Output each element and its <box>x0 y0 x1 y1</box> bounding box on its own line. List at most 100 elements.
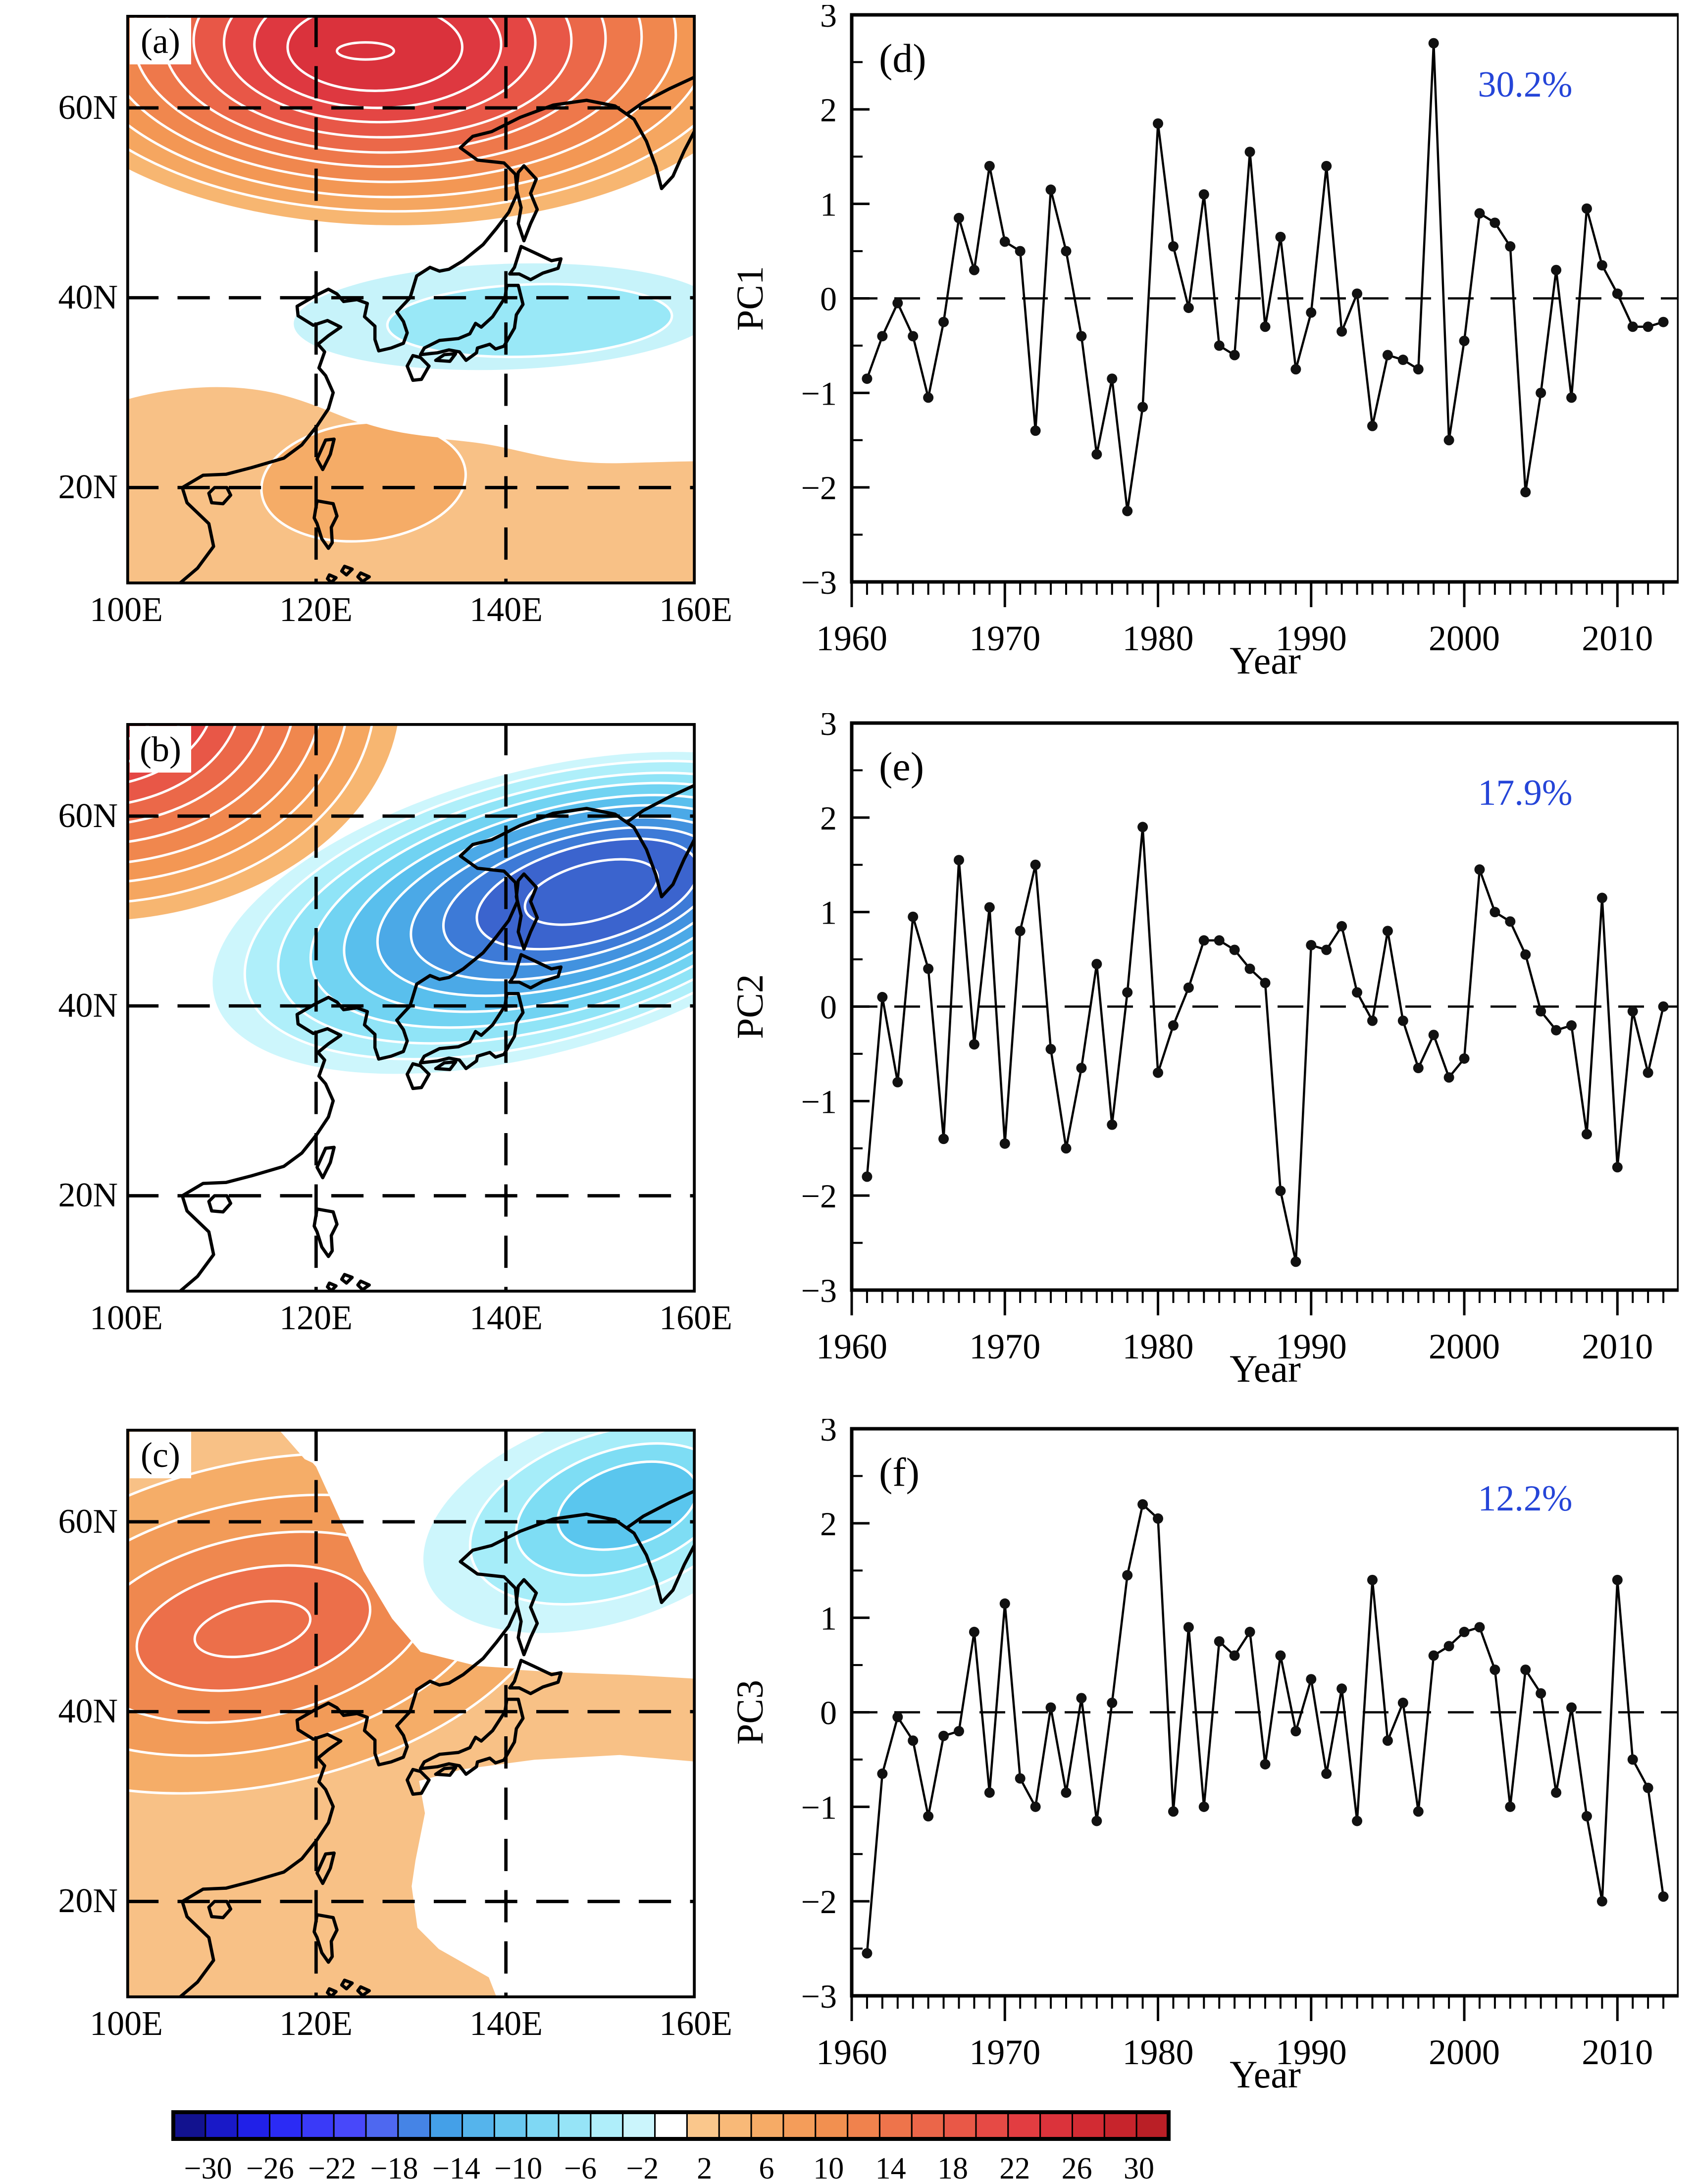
data-point <box>1413 1063 1424 1074</box>
timeseries-panel-d: 3 2 1 0 −1 −2 −3 1960 1970 1980 1990 2000 2010 (d) 30.… <box>729 5 1679 682</box>
colorbar-label: −2 <box>626 2152 659 2184</box>
lat-label-20n-b: 20N <box>58 1176 118 1214</box>
data-point <box>1229 350 1240 361</box>
y-tick-label: 0 <box>820 988 837 1026</box>
data-point <box>1474 208 1485 219</box>
data-point <box>1306 307 1317 318</box>
colorbar-cell <box>493 2111 527 2140</box>
data-point <box>1581 1811 1592 1821</box>
colorbar-label: −18 <box>370 2152 418 2184</box>
data-point <box>1581 203 1592 214</box>
timeseries-panel-f: 3 2 1 0 −1 −2 −3 1960 1970 1980 1990 2000 2010 (f) 12.… <box>729 1419 1679 2096</box>
data-point <box>877 331 888 342</box>
data-point <box>1198 935 1209 946</box>
data-point <box>984 902 995 913</box>
y-tick-label: −3 <box>801 1272 837 1309</box>
data-point <box>1229 944 1240 955</box>
x-tick-label: 1970 <box>969 1327 1040 1366</box>
lon-label-140e-a: 140E <box>469 591 543 629</box>
data-point <box>1045 184 1056 195</box>
x-axis-title: Year <box>1230 2053 1301 2096</box>
data-point <box>1490 1664 1500 1675</box>
data-point <box>1015 1773 1026 1784</box>
plot-frame <box>850 13 1679 584</box>
data-point <box>1474 1622 1485 1633</box>
y-tick-label: −1 <box>801 1788 837 1826</box>
data-point <box>1306 939 1317 950</box>
lon-label-140e-c: 140E <box>469 2005 543 2043</box>
data-point <box>1045 1043 1056 1054</box>
pc-series-line <box>866 1503 1665 1954</box>
data-point <box>938 1730 949 1741</box>
data-point <box>1658 1891 1669 1902</box>
colorbar-cell <box>911 2111 945 2140</box>
data-point <box>892 1712 903 1722</box>
data-point <box>1290 1256 1301 1267</box>
colorbar-cell <box>525 2111 560 2140</box>
data-point <box>1260 321 1271 332</box>
y-tick-label: 0 <box>820 1694 837 1732</box>
data-point <box>999 236 1010 247</box>
panel-letter: (d) <box>879 36 926 81</box>
colorbar-cell <box>172 2111 206 2140</box>
colorbar-cell <box>622 2111 656 2140</box>
data-point <box>1382 350 1393 361</box>
y-axis-title: PC3 <box>729 1680 771 1745</box>
data-point <box>969 1626 979 1637</box>
lon-label-140e-b: 140E <box>469 1299 543 1337</box>
data-point <box>1367 1574 1378 1585</box>
data-point <box>1122 1570 1133 1581</box>
data-point <box>1183 982 1194 993</box>
data-point <box>1275 231 1286 242</box>
colorbar-cell <box>205 2111 239 2140</box>
y-tick-label: 0 <box>820 280 837 318</box>
data-point <box>1198 189 1209 200</box>
data-point <box>1061 246 1072 257</box>
pc-series-line <box>866 826 1665 1263</box>
x-tick-label: 2010 <box>1582 2032 1653 2072</box>
lon-label-120e-a: 120E <box>279 591 353 629</box>
data-point <box>862 1948 873 1959</box>
data-point <box>1367 1015 1378 1026</box>
y-tick-label: 3 <box>820 713 837 742</box>
map-panel-b <box>126 723 696 1293</box>
data-point <box>1397 355 1408 365</box>
x-tick-label: 1990 <box>1276 1327 1347 1366</box>
data-point <box>1658 316 1669 327</box>
data-point <box>1030 425 1041 436</box>
data-point <box>1168 1806 1179 1817</box>
data-point <box>1490 217 1500 228</box>
colorbar-label: −10 <box>494 2152 543 2184</box>
data-point <box>969 1039 979 1050</box>
data-point <box>953 1726 964 1737</box>
lon-label-160e-c: 160E <box>659 2005 732 2043</box>
data-point <box>999 1598 1010 1609</box>
data-point <box>1290 364 1301 375</box>
data-point <box>1581 1129 1592 1140</box>
lon-label-120e-c: 120E <box>279 2005 353 2043</box>
colorbar-cell <box>301 2111 335 2140</box>
data-point <box>1107 1697 1118 1708</box>
y-tick-label: 3 <box>820 1419 837 1448</box>
data-point <box>1321 160 1332 171</box>
x-axis-title: Year <box>1230 1347 1301 1390</box>
lon-label-100e-b: 100E <box>90 1299 163 1337</box>
y-ticks: 3 2 1 0 −1 −2 −3 <box>801 1419 870 2015</box>
variance-label: 17.9% <box>1478 773 1572 813</box>
data-point <box>1153 118 1164 129</box>
data-point <box>1015 926 1026 936</box>
colorbar-cell <box>943 2111 977 2140</box>
panel-letter: (f) <box>879 1450 920 1495</box>
data-point <box>1229 1650 1240 1661</box>
lat-label-60n-c: 60N <box>58 1503 118 1541</box>
y-tick-label: −1 <box>801 1083 837 1120</box>
data-point <box>1643 1782 1653 1793</box>
data-point <box>1536 1006 1546 1017</box>
data-point <box>1612 1574 1623 1585</box>
colorbar-cell <box>397 2111 431 2140</box>
data-point <box>1382 926 1393 936</box>
data-point <box>1183 1622 1194 1633</box>
x-tick-label: 1970 <box>969 619 1040 658</box>
colorbar-cell <box>1039 2111 1073 2140</box>
colorbar-label: −14 <box>432 2152 480 2184</box>
